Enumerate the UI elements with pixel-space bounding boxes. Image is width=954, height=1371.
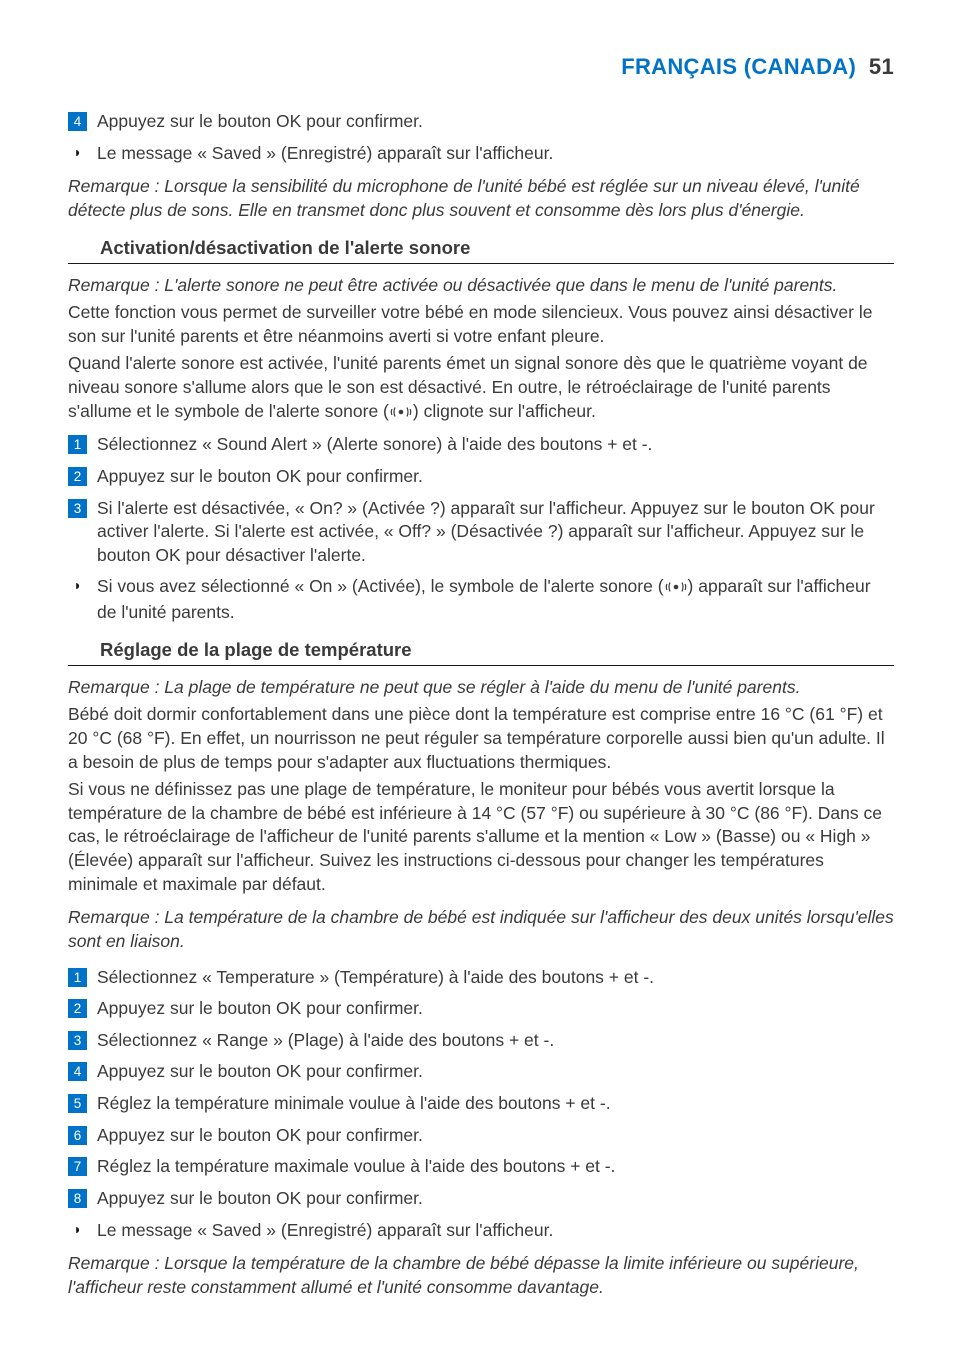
temp-step-3: 3 Sélectionnez « Range » (Plage) à l'aid… [68,1029,894,1053]
sound-note-top: Remarque : L'alerte sonore ne peut être … [68,274,894,298]
temp-step-7: 7 Réglez la température maximale voulue … [68,1155,894,1179]
section-sound-alert-heading: Activation/désactivation de l'alerte son… [68,237,894,264]
sound-step-3: 3 Si l'alerte est désactivée, « On? » (A… [68,497,894,568]
step-text: Réglez la température maximale voulue à … [97,1155,615,1179]
step-text: Sélectionnez « Range » (Plage) à l'aide … [97,1029,554,1053]
manual-page: FRANÇAIS (CANADA) 51 4 Appuyez sur le bo… [0,0,954,1371]
temp-intro-2: Si vous ne définissez pas une plage de t… [68,778,894,896]
temp-result: ◗ Le message « Saved » (Enregistré) appa… [68,1219,894,1243]
sound-alert-icon [665,577,687,601]
sound-step-3-result: ◗ Si vous avez sélectionné « On » (Activ… [68,575,894,624]
intro-result: ◗ Le message « Saved » (Enregistré) appa… [68,142,894,166]
sound-step-2: 2 Appuyez sur le bouton OK pour confirme… [68,465,894,489]
temp-step-4: 4 Appuyez sur le bouton OK pour confirme… [68,1060,894,1084]
step-number-badge: 2 [68,467,87,486]
triangle-icon: ◗ [68,1221,87,1237]
triangle-icon: ◗ [68,144,87,160]
temp-note-mid: Remarque : La température de la chambre … [68,906,894,953]
page-header: FRANÇAIS (CANADA) 51 [68,54,894,80]
step-number-badge: 1 [68,968,87,987]
sound-alert-icon [390,402,412,426]
step-text: Appuyez sur le bouton OK pour confirmer. [97,1187,423,1211]
sound-intro-2: Quand l'alerte sonore est activée, l'uni… [68,352,894,425]
step-text: Réglez la température minimale voulue à … [97,1092,611,1116]
step-text: Appuyez sur le bouton OK pour confirmer. [97,1124,423,1148]
sound-step-1: 1 Sélectionnez « Sound Alert » (Alerte s… [68,433,894,457]
temp-step-8: 8 Appuyez sur le bouton OK pour confirme… [68,1187,894,1211]
page-number: 51 [869,54,894,79]
step-number-badge: 8 [68,1189,87,1208]
result-text: Si vous avez sélectionné « On » (Activée… [97,575,894,624]
language-label: FRANÇAIS (CANADA) [621,54,856,79]
step-number-badge: 1 [68,435,87,454]
temp-note-end: Remarque : Lorsque la température de la … [68,1252,894,1299]
step-text: Sélectionnez « Sound Alert » (Alerte son… [97,433,652,457]
intro-note: Remarque : Lorsque la sensibilité du mic… [68,175,894,222]
result-text: Le message « Saved » (Enregistré) appara… [97,142,553,166]
temp-step-5: 5 Réglez la température minimale voulue … [68,1092,894,1116]
step-text: Appuyez sur le bouton OK pour confirmer. [97,1060,423,1084]
step-number-badge: 5 [68,1094,87,1113]
step-number-badge: 3 [68,1031,87,1050]
temp-intro-1: Bébé doit dormir confortablement dans un… [68,703,894,774]
step-number-badge: 2 [68,999,87,1018]
step-text: Appuyez sur le bouton OK pour confirmer. [97,110,423,134]
step-number-badge: 4 [68,112,87,131]
result-text: Le message « Saved » (Enregistré) appara… [97,1219,553,1243]
section-temperature-heading: Réglage de la plage de température [68,639,894,666]
step-text: Si l'alerte est désactivée, « On? » (Act… [97,497,894,568]
step-number-badge: 7 [68,1157,87,1176]
temp-step-1: 1 Sélectionnez « Temperature » (Températ… [68,966,894,990]
temp-step-2: 2 Appuyez sur le bouton OK pour confirme… [68,997,894,1021]
step-text: Appuyez sur le bouton OK pour confirmer. [97,997,423,1021]
intro-step-4: 4 Appuyez sur le bouton OK pour confirme… [68,110,894,134]
step-number-badge: 3 [68,499,87,518]
sound-intro-1: Cette fonction vous permet de surveiller… [68,301,894,348]
temp-note-top: Remarque : La plage de température ne pe… [68,676,894,700]
triangle-icon: ◗ [68,577,87,593]
step-number-badge: 6 [68,1126,87,1145]
step-text: Appuyez sur le bouton OK pour confirmer. [97,465,423,489]
temp-step-6: 6 Appuyez sur le bouton OK pour confirme… [68,1124,894,1148]
step-number-badge: 4 [68,1062,87,1081]
step-text: Sélectionnez « Temperature » (Températur… [97,966,654,990]
